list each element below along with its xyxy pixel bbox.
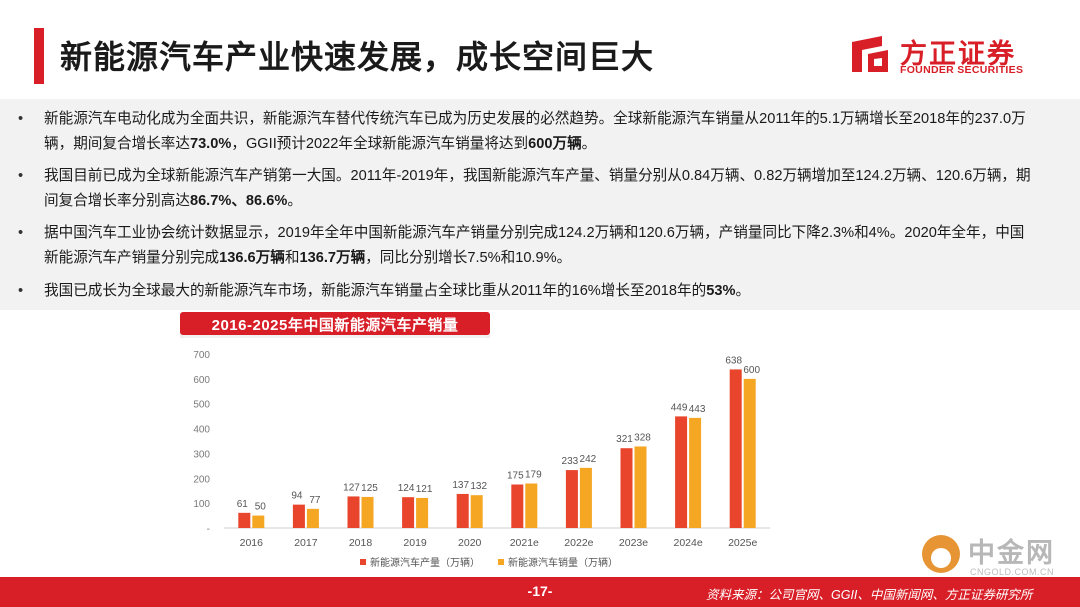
y-tick-label: 700 [193, 350, 210, 361]
data-label: 50 [255, 502, 267, 513]
bar [743, 378, 756, 528]
page-number: -17- [527, 583, 553, 599]
x-tick-label: 2020 [458, 537, 482, 549]
bullet-list: 新能源汽车电动化成为全面共识，新能源汽车替代传统汽车已成为历史发展的必然趋势。全… [0, 99, 1080, 310]
bullet-item: 据中国汽车工业协会统计数据显示，2019年全年中国新能源汽车产销量分别完成124… [18, 221, 1034, 271]
data-label: 179 [525, 470, 542, 481]
watermark-subtext: CNGOLD.COM.CN [970, 567, 1055, 577]
legend-swatch [498, 559, 504, 565]
bar [525, 483, 538, 528]
data-label: 175 [507, 471, 524, 482]
data-label: 127 [343, 482, 360, 493]
y-tick-label: 400 [193, 425, 210, 436]
bar [579, 467, 592, 528]
bullet-item: 我国已成长为全球最大的新能源汽车市场，新能源汽车销量占全球比重从2011年的16… [18, 279, 1034, 304]
watermark-text: 中金网 [968, 538, 1055, 568]
data-label: 242 [580, 454, 597, 465]
source-note: 资料来源：公司官网、GGII、中国新闻网、方正证券研究所 [706, 588, 1033, 602]
data-label: 124 [398, 483, 415, 494]
bullet-item: 新能源汽车电动化成为全面共识，新能源汽车替代传统汽车已成为历史发展的必然趋势。全… [18, 107, 1034, 157]
bar [511, 484, 524, 528]
logo-english-name: FOUNDER SECURITIES [900, 64, 1024, 76]
title-accent-bar [34, 28, 44, 84]
bar [470, 495, 483, 528]
bar [361, 496, 374, 528]
data-label: 321 [616, 434, 633, 445]
x-tick-label: 2021e [510, 537, 539, 549]
founder-logo-icon [852, 36, 888, 72]
data-label: 443 [689, 404, 706, 415]
company-logo: 方正证券 FOUNDER SECURITIES [848, 30, 1038, 80]
y-tick-label: - [207, 524, 210, 535]
x-tick-label: 2024e [673, 537, 702, 549]
data-label: 125 [361, 483, 378, 494]
bar [416, 497, 429, 528]
chart-title: 2016-2025年中国新能源汽车产销量 [211, 317, 459, 334]
data-label: 94 [291, 491, 303, 502]
y-tick-label: 300 [193, 449, 210, 460]
x-tick-label: 2023e [619, 537, 648, 549]
y-tick-label: 600 [193, 375, 210, 386]
x-tick-label: 2017 [294, 537, 318, 549]
logo-chinese-name: 方正证券 [900, 39, 1016, 69]
x-tick-label: 2025e [728, 537, 757, 549]
bar [252, 515, 265, 528]
page-title: 新能源汽车产业快速发展，成长空间巨大 [60, 39, 655, 75]
bar [675, 416, 688, 528]
data-label: 77 [309, 495, 321, 506]
bar [306, 508, 319, 528]
bar [456, 493, 469, 528]
watermark-logo-icon [922, 535, 960, 573]
footer-bar [0, 577, 1080, 607]
bullet-item: 我国目前已成为全球新能源汽车产销第一大国。2011年-2019年，我国新能源汽车… [18, 164, 1034, 214]
bar [238, 512, 251, 528]
bar [292, 504, 305, 528]
bar [402, 497, 415, 528]
data-label: 328 [634, 432, 651, 443]
data-label: 61 [237, 499, 249, 510]
x-tick-label: 2022e [564, 537, 593, 549]
bar [729, 369, 742, 528]
data-label: 600 [743, 365, 760, 376]
legend-label: 新能源汽车产量（万辆） [370, 556, 480, 569]
data-label: 233 [562, 456, 579, 467]
bar [634, 446, 647, 528]
data-label: 449 [671, 402, 688, 413]
y-tick-label: 200 [193, 474, 210, 485]
chart-title-banner [180, 312, 490, 338]
x-tick-label: 2019 [403, 537, 427, 549]
x-tick-label: 2016 [240, 537, 264, 549]
y-tick-label: 500 [193, 400, 210, 411]
x-tick-label: 2018 [349, 537, 373, 549]
bar [620, 448, 633, 528]
data-label: 121 [416, 484, 433, 495]
data-label: 132 [470, 481, 487, 492]
bar [565, 470, 578, 528]
data-label: 638 [725, 355, 742, 366]
data-label: 137 [452, 480, 469, 491]
y-tick-label: 100 [193, 499, 210, 510]
watermark: 中金网 CNGOLD.COM.CN [922, 531, 1072, 579]
legend-swatch [360, 559, 366, 565]
legend-label: 新能源汽车销量（万辆） [508, 556, 618, 569]
bar [689, 417, 702, 528]
bar [347, 496, 360, 528]
bar-chart: - 100 200 300 400 500 600 700 61 50 2016 94 77 2017 12… [193, 350, 770, 569]
